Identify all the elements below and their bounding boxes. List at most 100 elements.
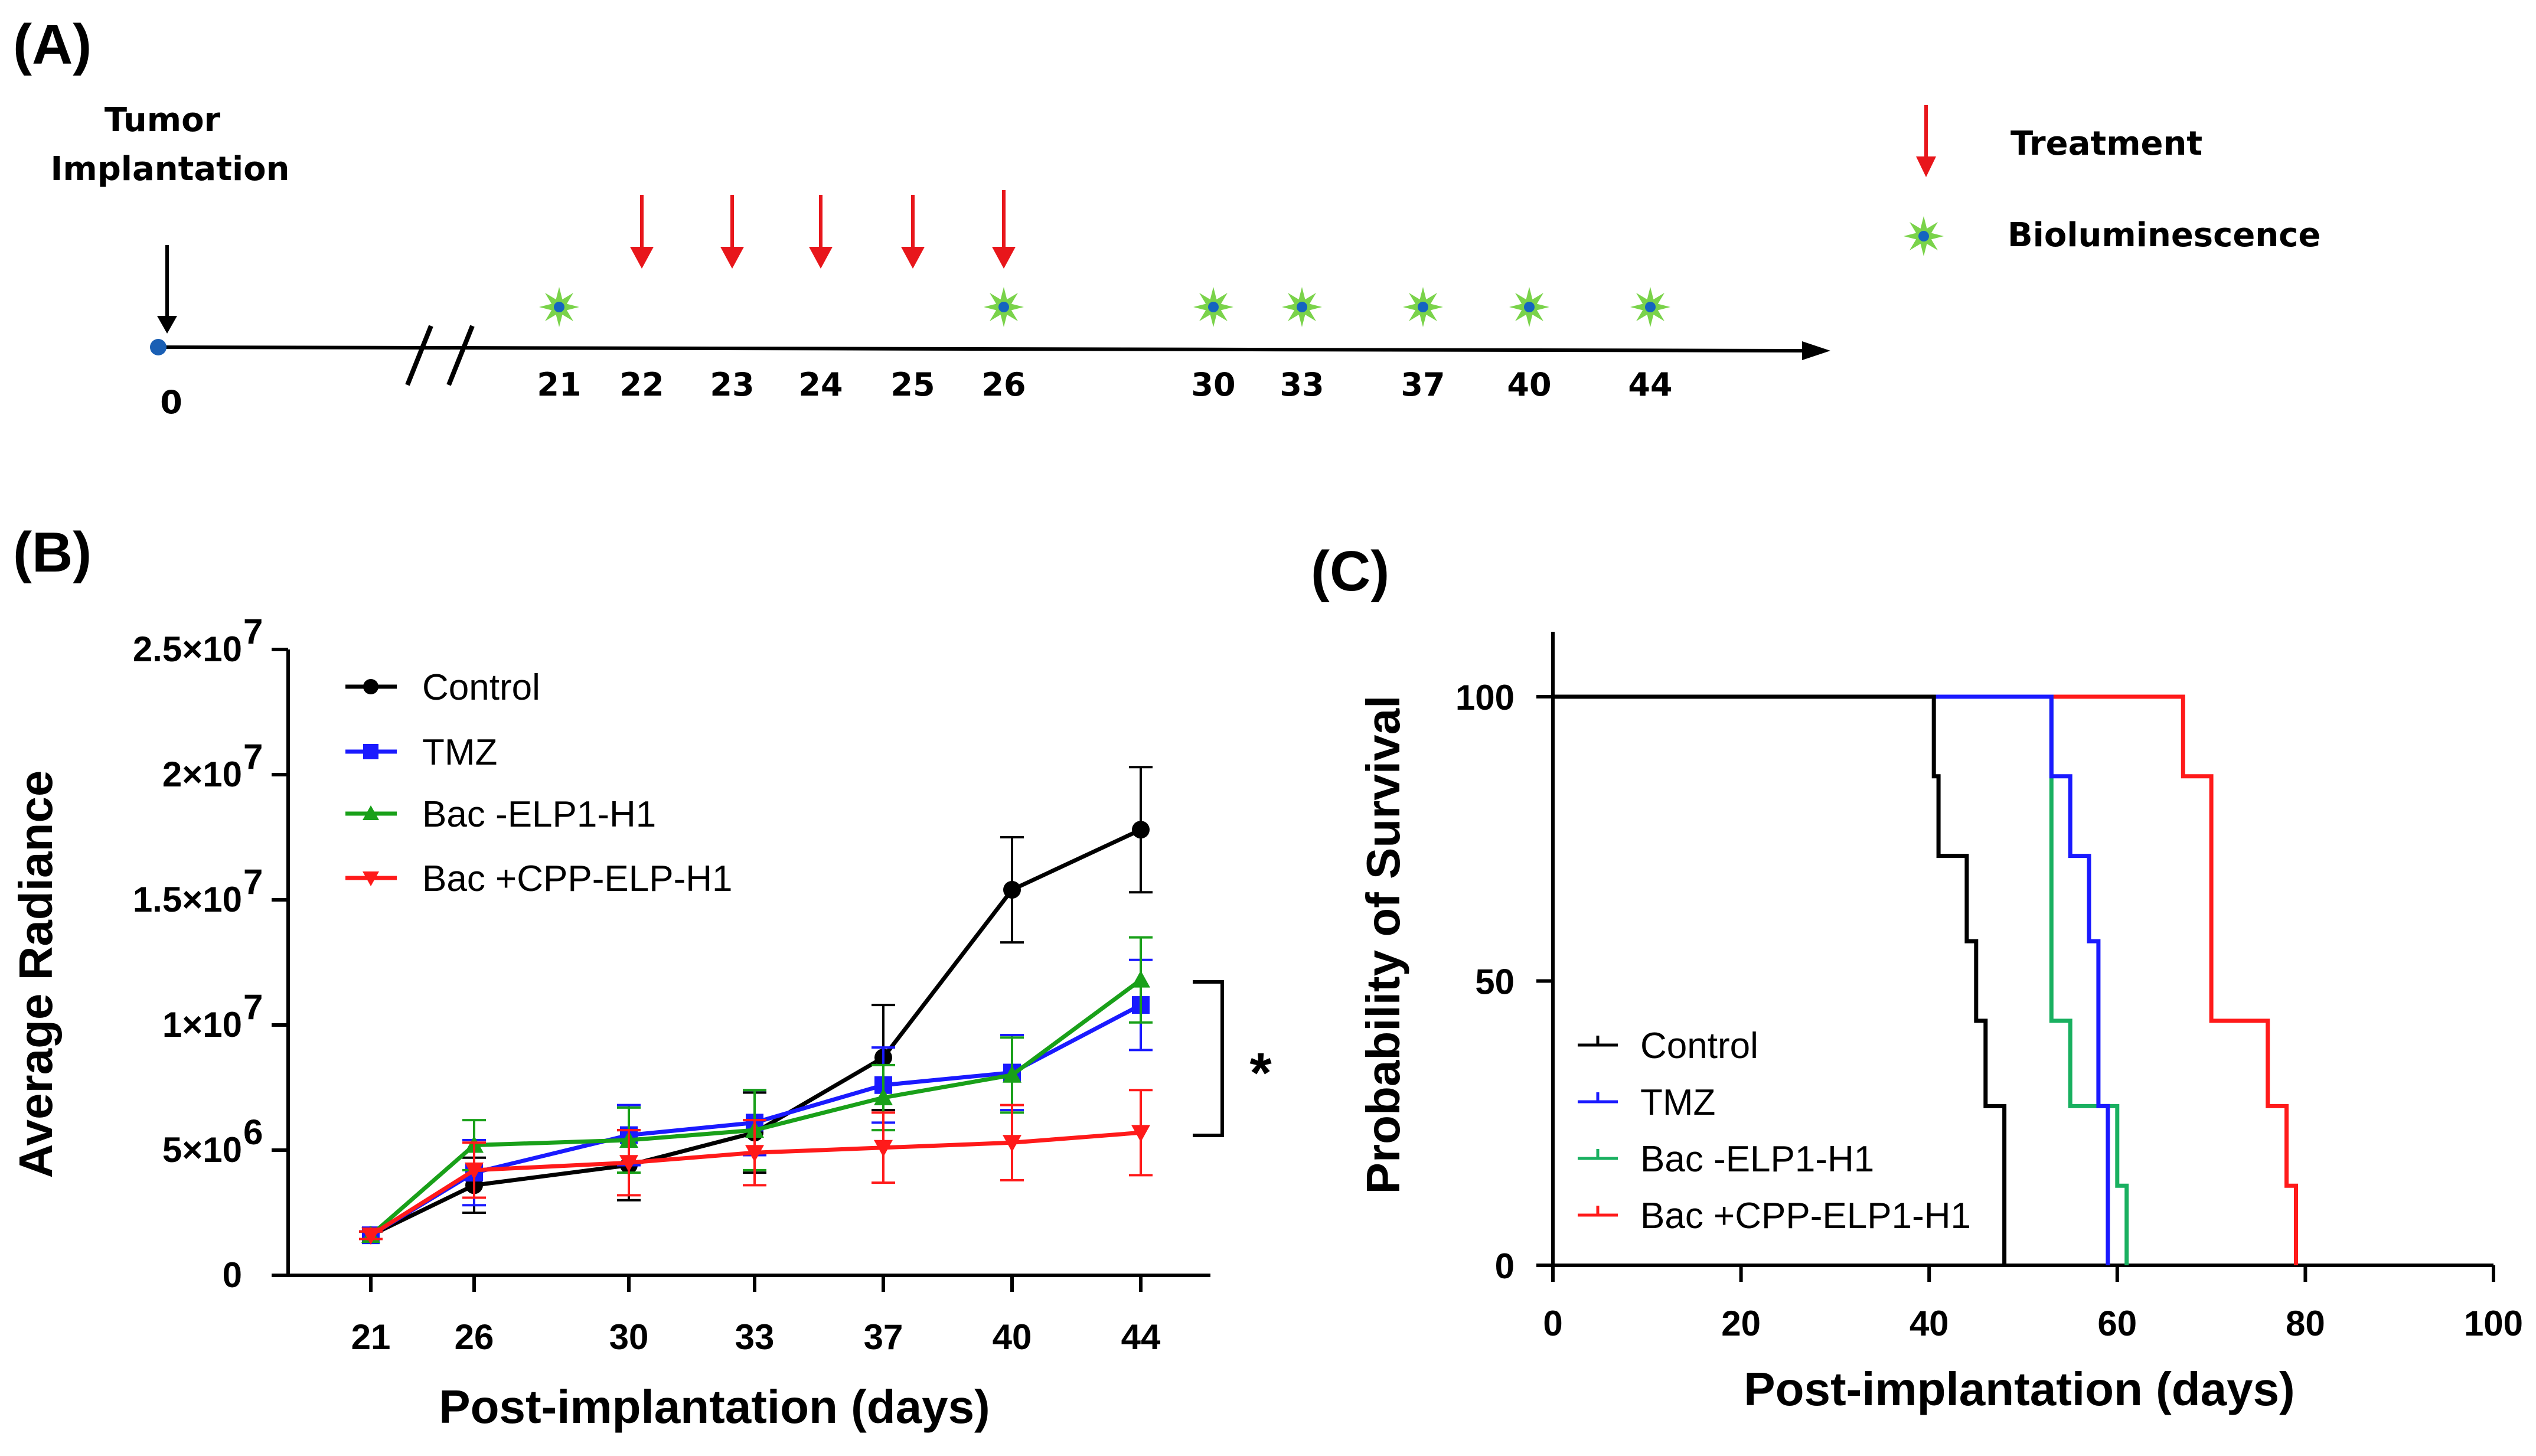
- bioluminescence-legend-icon: [1904, 216, 1944, 256]
- b-x-ticks: 21 26 30 33 37 40 44: [351, 1275, 1161, 1357]
- b-data-point: [465, 1162, 484, 1180]
- treatment-arrowhead-icon: [809, 247, 833, 269]
- b-data-point: [1003, 1065, 1021, 1083]
- b-legend-label: Control: [422, 667, 540, 708]
- timeline-day-labels: 0 21 22 23 24 25 26 30 33 37 40 44: [160, 366, 1672, 421]
- b-y-tick-label: 2×10: [162, 755, 242, 794]
- b-legend-label: Bac +CPP-ELP-H1: [422, 858, 733, 899]
- bioluminescence-legend-label: Bioluminescence: [2008, 216, 2320, 254]
- b-x-tick-label: 21: [351, 1317, 391, 1357]
- b-x-axis-title: Post-implantation (days): [439, 1380, 990, 1433]
- b-x-tick-label: 33: [735, 1317, 775, 1357]
- b-x-tick-label: 44: [1121, 1317, 1161, 1357]
- timeline-day-label: 33: [1280, 366, 1324, 403]
- bioluminescence-star-center: [1418, 302, 1428, 312]
- origin-dot-icon: [150, 339, 167, 355]
- b-y-axis-title: Average Radiance: [9, 771, 62, 1178]
- treatment-legend-arrowhead-icon: [1916, 156, 1936, 177]
- timeline-day-label: 22: [619, 366, 664, 403]
- b-legend-marker: [363, 679, 378, 694]
- bioluminescence-markers: [539, 287, 1670, 327]
- implantation-label-line2: Implantation: [51, 150, 290, 188]
- timeline-arrowhead-icon: [1802, 341, 1830, 360]
- c-legend: Control TMZ Bac -ELP1-H1 Bac +CPP-ELP1-H1: [1578, 1026, 1971, 1236]
- c-x-tick-label: 80: [2286, 1304, 2325, 1343]
- c-survival-curve: [1553, 694, 2007, 1265]
- timeline-day-label: 25: [890, 366, 935, 403]
- b-y-tick-label: 0: [223, 1255, 242, 1295]
- c-legend-label: TMZ: [1640, 1082, 1715, 1123]
- c-survival-curve: [1553, 694, 2298, 1265]
- b-x-tick-label: 30: [609, 1317, 649, 1357]
- b-x-tick-label: 37: [864, 1317, 903, 1357]
- b-data-point: [1003, 1135, 1021, 1153]
- timeline-day-label: 24: [798, 366, 843, 403]
- c-series: [1553, 694, 2298, 1265]
- axis-break-mark: [446, 325, 475, 386]
- c-x-tick-label: 40: [1910, 1304, 1949, 1343]
- b-x-tick-label: 26: [455, 1317, 494, 1357]
- bioluminescence-star-center: [1297, 302, 1307, 312]
- b-legend-marker: [363, 871, 379, 886]
- c-x-tick-label: 60: [2097, 1304, 2137, 1343]
- b-y-tick-label: 1.5×10: [133, 880, 242, 919]
- b-y-tick-exponent: 7: [243, 612, 263, 651]
- bioluminescence-star-center: [998, 302, 1009, 312]
- implantation-arrowhead-icon: [157, 316, 177, 334]
- c-legend-label: Bac -ELP1-H1: [1640, 1139, 1874, 1180]
- timeline-axis: [158, 345, 1807, 352]
- treatment-arrows: [630, 190, 1016, 269]
- bioluminescence-star-center: [554, 302, 564, 312]
- b-y-tick-exponent: 7: [243, 987, 263, 1027]
- treatment-legend-label: Treatment: [2010, 125, 2202, 163]
- c-x-tick-label: 0: [1543, 1304, 1562, 1343]
- c-y-tick-label: 0: [1495, 1246, 1515, 1286]
- axis-break-mark: [405, 325, 433, 386]
- c-y-tick-label: 100: [1455, 678, 1515, 717]
- b-data-point: [745, 1145, 764, 1163]
- c-legend-label: Control: [1640, 1026, 1758, 1066]
- b-legend-label: Bac -ELP1-H1: [422, 794, 656, 835]
- c-x-ticks: 0 20 40 60 80 100: [1543, 1265, 2523, 1343]
- b-y-ticks: 05×10 61×10 71.5×10 72×10 72.5×10 7: [133, 612, 288, 1295]
- b-data-point: [619, 1155, 638, 1173]
- b-legend-marker: [363, 744, 378, 759]
- panel-c: (C) 0 50 100 0 20 40 60 80 100 Post-implantatio…: [1311, 540, 2523, 1415]
- b-data-point: [1131, 1125, 1150, 1142]
- treatment-arrowhead-icon: [720, 247, 744, 269]
- b-y-tick-exponent: 7: [243, 737, 263, 776]
- significance-marker: *: [1249, 1042, 1272, 1105]
- implantation-label-line1: Tumor: [105, 101, 221, 139]
- b-legend-label: TMZ: [422, 732, 497, 773]
- b-y-tick-label: 1×10: [162, 1005, 242, 1044]
- b-data-point: [874, 1088, 893, 1105]
- c-y-axis-title: Probability of Survival: [1357, 696, 1409, 1194]
- treatment-arrowhead-icon: [630, 247, 654, 269]
- b-series-group: [359, 1089, 1153, 1245]
- timeline-day-label: 37: [1401, 366, 1445, 403]
- panel-b: (B) 05×10 61×10 71.5×10 72×10 72.5×10 7 21 26 3…: [9, 521, 1272, 1433]
- c-x-axis-title: Post-implantation (days): [1744, 1363, 2295, 1415]
- b-data-point: [361, 1228, 380, 1245]
- c-y-ticks: 0 50 100: [1455, 678, 1553, 1286]
- timeline-day-label: 40: [1507, 366, 1551, 403]
- b-legend-marker: [363, 805, 379, 820]
- b-y-tick-label: 2.5×10: [133, 629, 242, 669]
- timeline-day-label: 30: [1191, 366, 1235, 403]
- bioluminescence-star-center: [1208, 302, 1219, 312]
- b-y-tick-exponent: 6: [243, 1112, 263, 1152]
- b-y-tick-label: 5×10: [162, 1130, 242, 1170]
- b-data-point: [874, 1140, 893, 1157]
- panel-label-b: (B): [13, 521, 92, 584]
- panel-a: (A) Tumor Implantation 0 21 22 23 24 25 26 30 33…: [13, 13, 2320, 421]
- b-data-point: [1131, 970, 1150, 988]
- b-y-tick-exponent: 7: [243, 862, 263, 902]
- b-x-tick-label: 40: [993, 1317, 1032, 1357]
- timeline-day-label: 26: [981, 366, 1026, 403]
- timeline-day-label: 23: [710, 366, 754, 403]
- treatment-arrowhead-icon: [901, 247, 925, 269]
- treatment-arrowhead-icon: [992, 247, 1016, 269]
- c-x-tick-label: 100: [2464, 1304, 2523, 1343]
- c-survival-curve: [1553, 694, 2129, 1265]
